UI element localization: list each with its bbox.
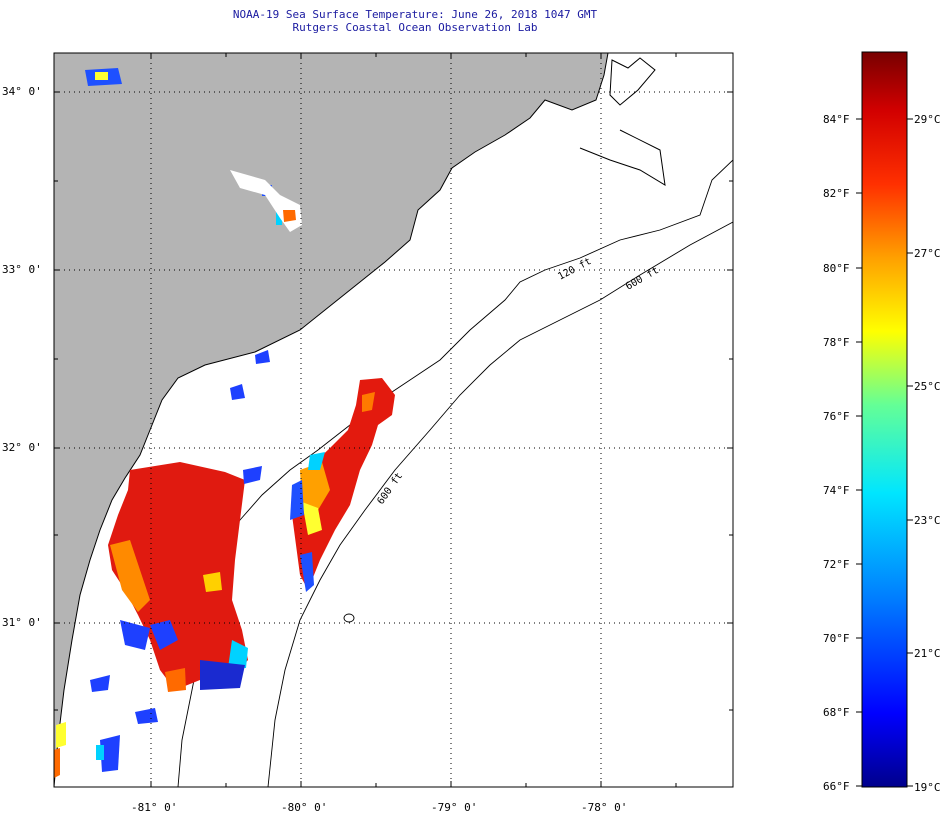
lon-label: -80° 0' [281, 801, 328, 814]
lat-label: 32° 0' [2, 441, 42, 454]
colorbar-c-label: 27°C [914, 247, 941, 260]
colorbar-c-label: 29°C [914, 113, 941, 126]
lon-label: -78° 0' [581, 801, 628, 814]
colorbar-c-label: 23°C [914, 514, 941, 527]
map-subtitle: Rutgers Coastal Ocean Observation Lab [292, 21, 538, 34]
colorbar-f-label: 66°F [823, 780, 850, 793]
colorbar [861, 51, 908, 788]
isobath-label-600a: 600 ft [624, 265, 661, 293]
coastline [54, 53, 609, 787]
map-title: NOAA-19 Sea Surface Temperature: June 26… [232, 8, 598, 21]
colorbar-c-label: 21°C [914, 647, 941, 660]
land-area [54, 53, 608, 787]
colorbar-f-label: 82°F [823, 187, 850, 200]
pamlico-waters [579, 57, 666, 186]
graticule [54, 53, 733, 787]
colorbar-f-label: 70°F [823, 632, 850, 645]
lat-label: 31° 0' [2, 616, 42, 629]
lat-label: 34° 0' [2, 85, 42, 98]
colorbar-f-label: 68°F [823, 706, 850, 719]
colorbar-f-label: 72°F [823, 558, 850, 571]
lat-label: 33° 0' [2, 263, 42, 276]
colorbar-f-label: 76°F [823, 410, 850, 423]
lon-label: -79° 0' [431, 801, 478, 814]
colorbar-f-label: 84°F [823, 113, 850, 126]
isobath-600ft [267, 221, 733, 787]
map-frame [53, 52, 734, 788]
colorbar-f-label: 74°F [823, 484, 850, 497]
lon-label: -81° 0' [131, 801, 178, 814]
colorbar-c-label: 19°C [914, 781, 941, 794]
colorbar-c-label: 25°C [914, 380, 941, 393]
colorbar-f-label: 80°F [823, 262, 850, 275]
sst-nearshore-patch [108, 462, 248, 690]
sst-filament [292, 378, 395, 590]
colorbar-f-label: 78°F [823, 336, 850, 349]
